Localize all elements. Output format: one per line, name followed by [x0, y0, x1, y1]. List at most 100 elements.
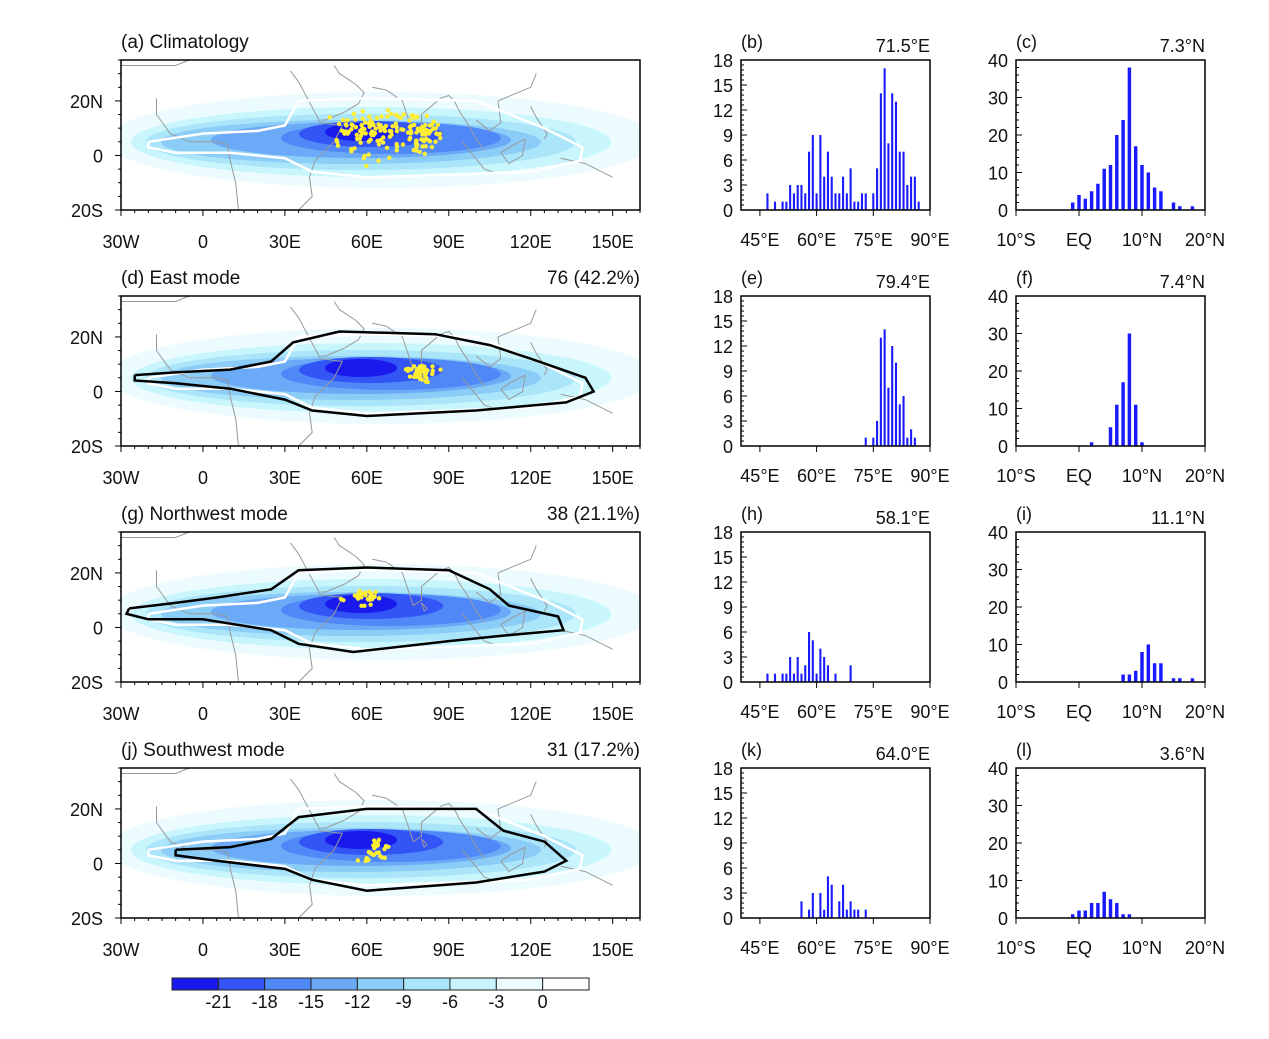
genesis-point [359, 603, 364, 609]
histogram-bar [1133, 146, 1138, 210]
lat-tick-label: 20S [71, 201, 103, 221]
coastline [421, 838, 428, 849]
histogram-bar [902, 151, 905, 210]
histogram-bar [834, 673, 837, 682]
y-tick-label: 0 [723, 437, 733, 457]
genesis-point [357, 128, 363, 134]
lon-tick-label: 30W [102, 940, 139, 960]
histogram-bar [804, 665, 807, 682]
genesis-point [427, 139, 433, 144]
histogram-bar [781, 673, 784, 682]
histogram-bar [864, 437, 867, 446]
y-tick-label: 6 [723, 151, 733, 171]
histogram-bar [1096, 903, 1100, 918]
y-tick-label: 10 [988, 164, 1008, 184]
histogram-panel: (i) 11.1°N 0 10 20 30 40 10°S EQ 10°N 20°N [988, 504, 1225, 722]
histogram-bar [1127, 914, 1132, 918]
histogram-bar [1077, 910, 1081, 918]
x-tick-label: 75°E [854, 466, 893, 486]
colorbar-swatch [495, 977, 544, 991]
genesis-point [433, 126, 438, 131]
genesis-point [385, 114, 390, 119]
lat-tick-label: 0 [93, 382, 103, 402]
genesis-point [372, 130, 378, 136]
histogram-panel-title: (c) [1016, 32, 1037, 52]
histogram-frame [740, 295, 931, 447]
x-tick-label: 75°E [854, 938, 893, 958]
histogram-bar [894, 362, 898, 446]
genesis-point [371, 122, 376, 128]
lon-tick-label: 150E [592, 468, 634, 488]
histogram-bar [1178, 206, 1182, 210]
coastline [290, 306, 344, 446]
y-tick-label: 40 [988, 287, 1008, 307]
genesis-point [423, 379, 428, 384]
colorbar-swatch [217, 977, 266, 991]
genesis-point [411, 364, 417, 369]
genesis-point [423, 144, 428, 149]
coastline [121, 296, 190, 302]
lon-tick-label: 30W [102, 704, 139, 724]
y-tick-label: 40 [988, 523, 1008, 543]
histogram-bar [785, 201, 788, 210]
coastline [530, 578, 548, 612]
histogram-bar [766, 673, 769, 682]
histogram-bar [819, 893, 822, 918]
y-tick-label: 0 [998, 673, 1008, 693]
histogram-bar [1070, 202, 1075, 210]
coastline [290, 70, 344, 210]
histogram-panel-title: (l) [1016, 740, 1032, 760]
histogram-bar [891, 93, 894, 210]
histogram-bar [1152, 663, 1157, 682]
genesis-point [415, 126, 421, 131]
coastline [500, 846, 526, 873]
lon-tick-label: 30E [269, 468, 301, 488]
colorbar-label: -6 [442, 992, 458, 1012]
genesis-point [354, 136, 360, 142]
y-tick-label: 18 [713, 523, 733, 543]
genesis-point [368, 591, 374, 596]
x-tick-label: 60°E [797, 230, 836, 250]
histogram-bar [773, 673, 777, 682]
genesis-point [362, 120, 368, 125]
colorbar: -21 -18 -15 -12 -9 -6 -3 0 [171, 977, 590, 1012]
histogram-bar [1102, 168, 1106, 210]
lat-tick-label: 20N [70, 564, 103, 584]
y-tick-label: 3 [723, 884, 733, 904]
x-tick-label: EQ [1066, 230, 1092, 250]
lon-tick-label: 150E [592, 940, 634, 960]
lon-tick-label: 60E [351, 468, 383, 488]
genesis-point [376, 596, 382, 601]
histogram-bar [849, 901, 852, 918]
lon-tick-label: 30E [269, 704, 301, 724]
lon-tick-label: 120E [510, 232, 552, 252]
histogram-bar [1115, 135, 1119, 210]
histogram-bar [823, 909, 826, 918]
x-tick-label: 90°E [910, 230, 949, 250]
histogram-bar [1108, 427, 1113, 446]
coastline [421, 602, 428, 613]
coastline [121, 532, 190, 538]
map-panel-title: (j) Southwest mode [121, 740, 285, 761]
histogram-bar [853, 201, 856, 210]
coastline [530, 106, 548, 140]
histogram-bar [1121, 382, 1125, 446]
mode-contour [174, 807, 569, 892]
histogram-bar [1115, 903, 1119, 918]
mode-contour [133, 330, 596, 418]
histogram-frame [740, 59, 931, 211]
genesis-point [371, 595, 377, 600]
genesis-point [380, 140, 386, 145]
genesis-point [362, 590, 368, 596]
histogram-bar [857, 909, 860, 918]
genesis-point [349, 149, 354, 154]
histogram-bar [864, 193, 867, 210]
genesis-point [371, 852, 376, 858]
y-tick-label: 40 [988, 51, 1008, 71]
genesis-point [335, 140, 340, 145]
colorbar-swatch [310, 977, 358, 991]
y-tick-label: 10 [988, 636, 1008, 656]
histogram-bar [1077, 195, 1081, 210]
histogram-bar [1140, 442, 1144, 446]
histogram-bar [785, 673, 788, 682]
